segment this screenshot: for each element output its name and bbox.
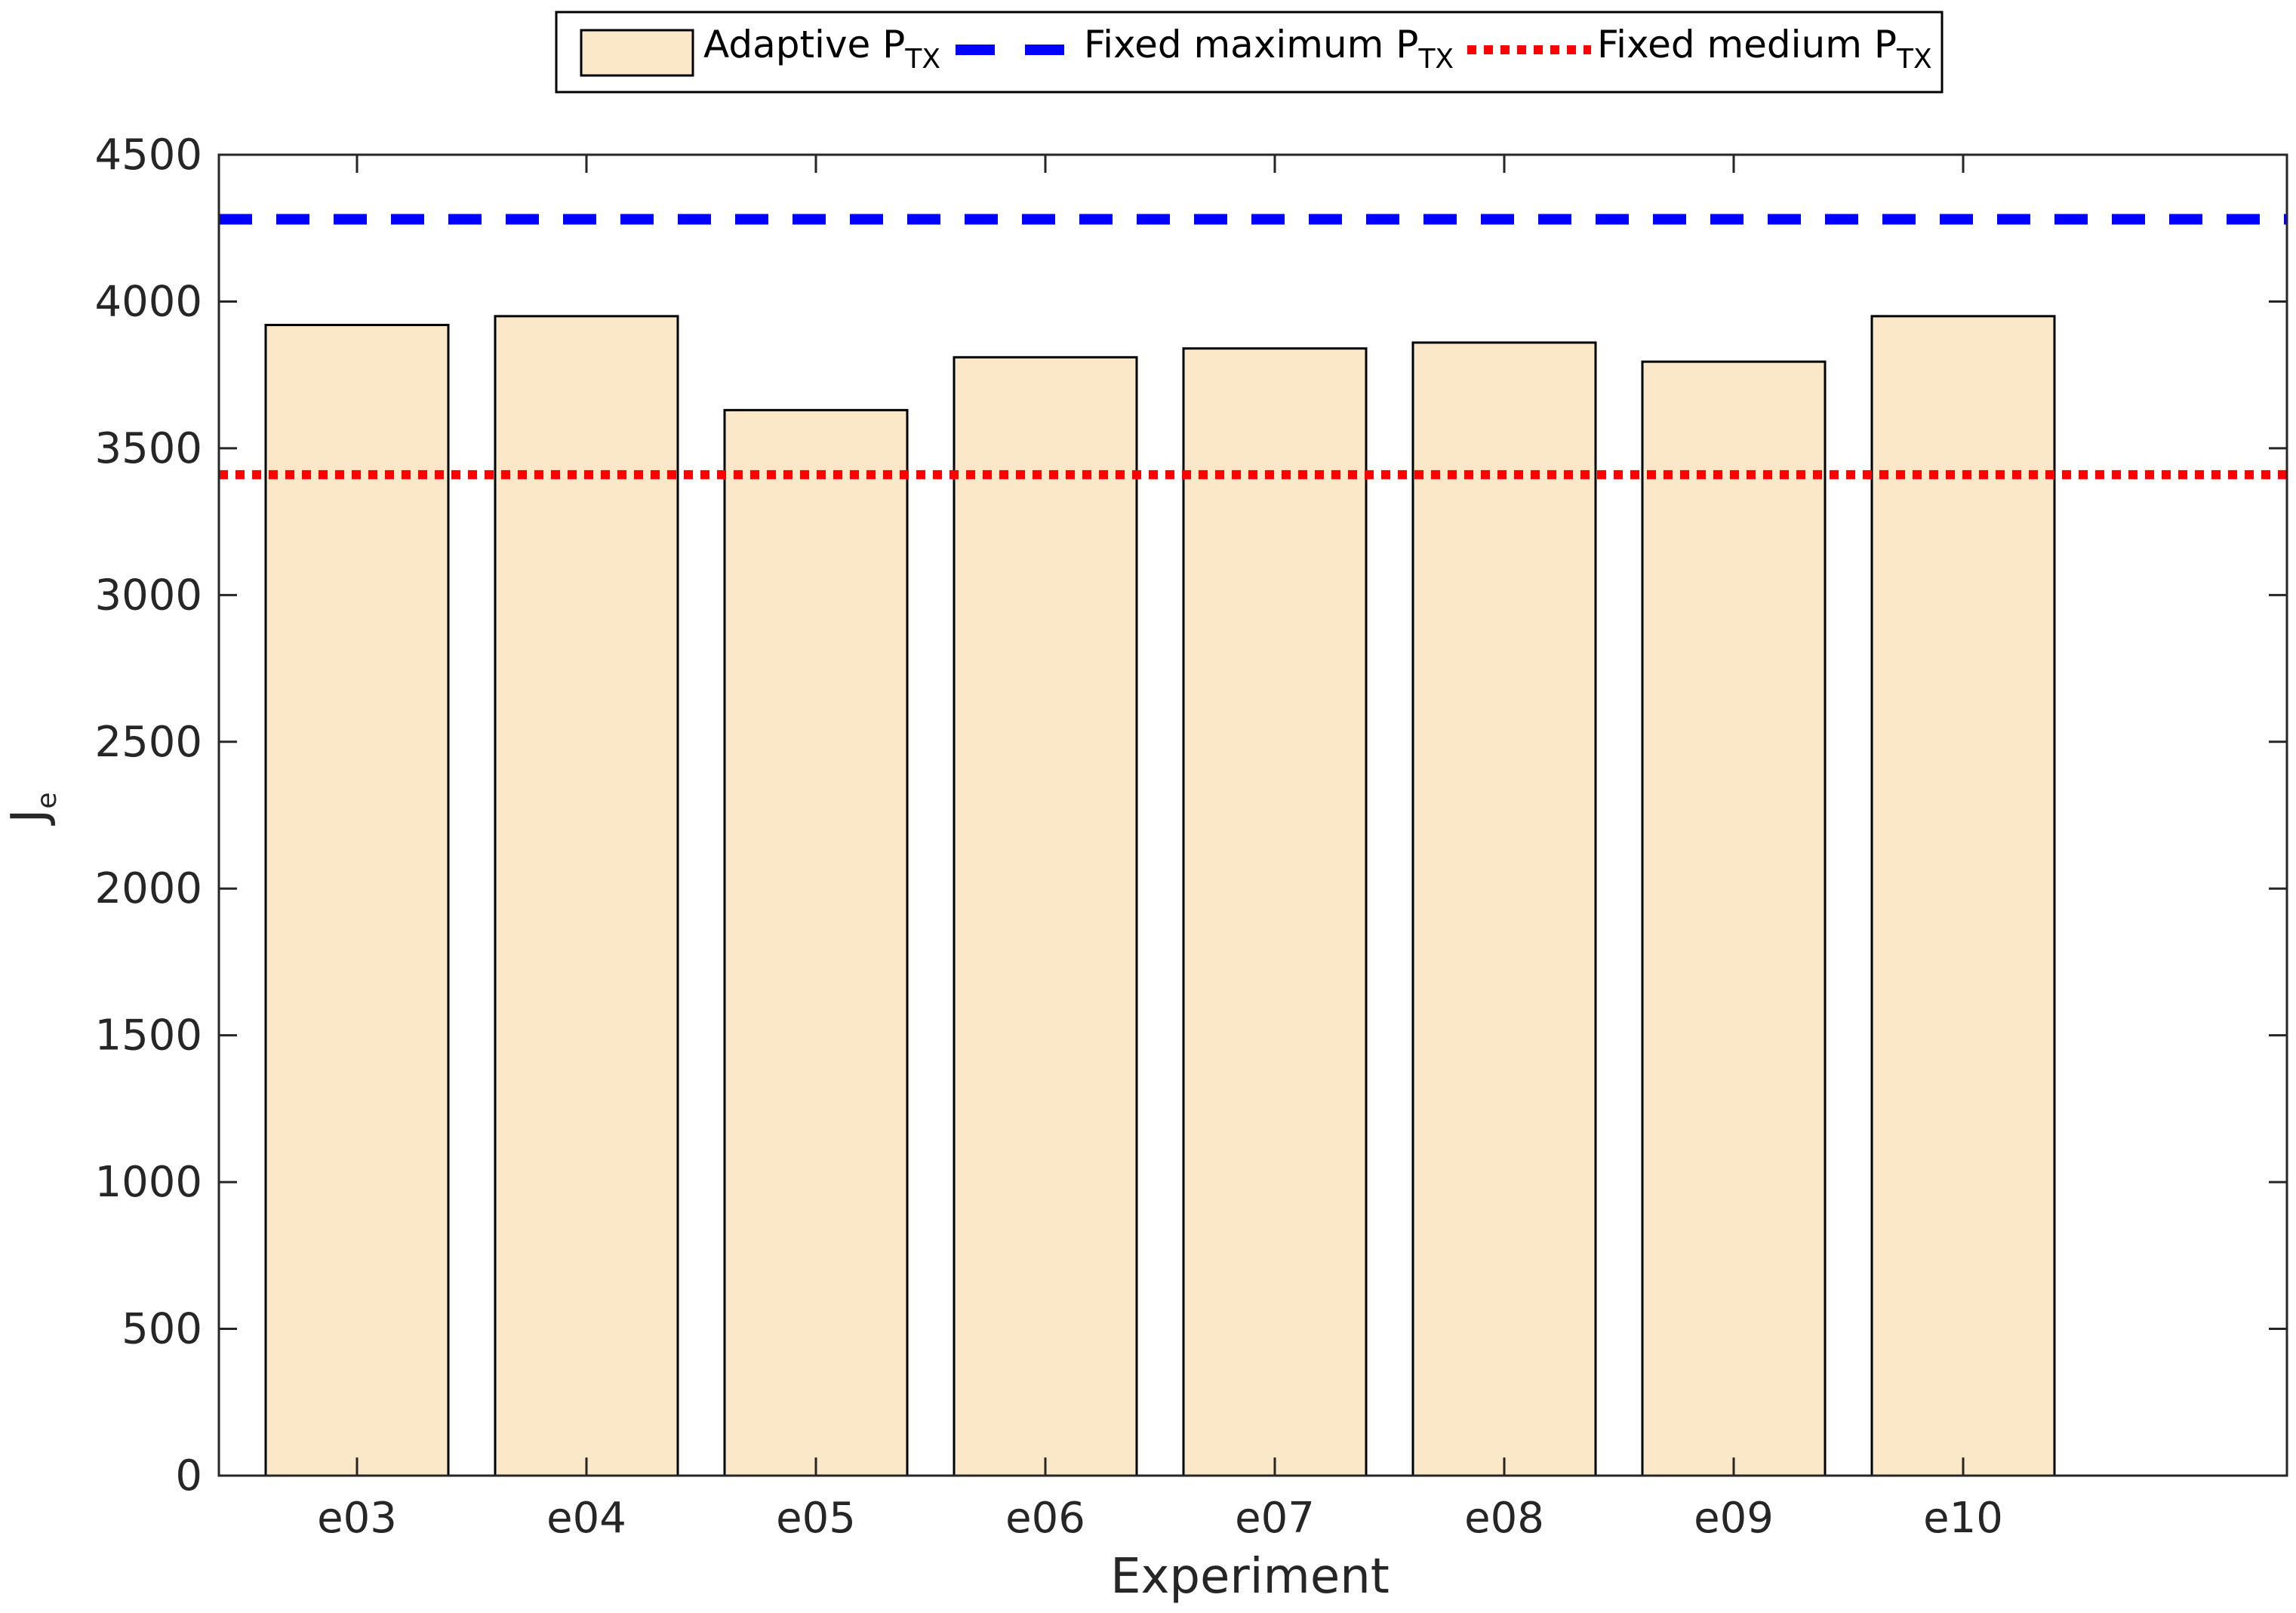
y-tick-label: 3500 bbox=[94, 424, 202, 473]
legend-label-main: Fixed medium P bbox=[1597, 23, 1897, 66]
bar-e03 bbox=[264, 324, 450, 1477]
x-tick-label: e08 bbox=[1464, 1494, 1544, 1543]
x-tick-label: e06 bbox=[1005, 1494, 1085, 1543]
x-tick-label: e10 bbox=[1923, 1494, 2003, 1543]
bars bbox=[264, 315, 2056, 1477]
x-tick-label: e04 bbox=[546, 1494, 626, 1543]
y-tick-label: 4500 bbox=[94, 131, 202, 180]
legend-label-main: Fixed maximum P bbox=[1084, 23, 1418, 66]
axes: 0 500 1000 1500 2000 2500 3000 3500 4000 4500 e03 e… bbox=[94, 131, 2288, 1543]
legend-label: Adaptive PTX bbox=[703, 23, 940, 75]
bar-e06 bbox=[953, 356, 1138, 1477]
x-tick-label: e09 bbox=[1694, 1494, 1774, 1543]
y-tick-label: 0 bbox=[175, 1451, 202, 1501]
y-tick-label: 500 bbox=[122, 1305, 202, 1354]
legend-swatch-adaptive bbox=[580, 29, 694, 77]
legend-label-main: Adaptive P bbox=[703, 23, 905, 66]
reference-lines bbox=[219, 214, 2287, 479]
legend-box bbox=[555, 11, 1944, 94]
y-tick-label: 1500 bbox=[94, 1011, 202, 1060]
legend-label: Fixed maximum PTX bbox=[1084, 23, 1454, 75]
y-tick-label: 3000 bbox=[94, 571, 202, 620]
legend-label: Fixed medium PTX bbox=[1597, 23, 1932, 75]
bar-e08 bbox=[1411, 341, 1597, 1477]
y-axis-title-sub: e bbox=[32, 792, 63, 808]
plot-frame bbox=[217, 153, 2288, 1477]
y-axis-title-main: J bbox=[2, 809, 57, 827]
x-tick-label: e03 bbox=[317, 1494, 397, 1543]
legend-label-sub: TX bbox=[1896, 44, 1932, 75]
bar-e09 bbox=[1641, 360, 1827, 1477]
x-tick-label: e05 bbox=[776, 1494, 856, 1543]
bar-e07 bbox=[1182, 347, 1368, 1477]
y-tick-label: 2000 bbox=[94, 864, 202, 913]
legend-label-sub: TX bbox=[904, 44, 940, 75]
legend: Adaptive PTX Fixed maximum PTX Fixed mediu… bbox=[555, 11, 1944, 94]
bar-e05 bbox=[723, 408, 909, 1477]
x-axis-title: Experiment bbox=[1110, 1549, 1390, 1605]
bar-e10 bbox=[1870, 315, 2056, 1477]
legend-label-sub: TX bbox=[1417, 44, 1454, 75]
y-tick-label: 1000 bbox=[94, 1158, 202, 1207]
y-tick-label: 4000 bbox=[94, 277, 202, 326]
bar-e04 bbox=[494, 315, 679, 1477]
y-tick-label: 2500 bbox=[94, 718, 202, 767]
y-axis-title: Je bbox=[2, 792, 63, 826]
x-tick-label: e07 bbox=[1235, 1494, 1315, 1543]
